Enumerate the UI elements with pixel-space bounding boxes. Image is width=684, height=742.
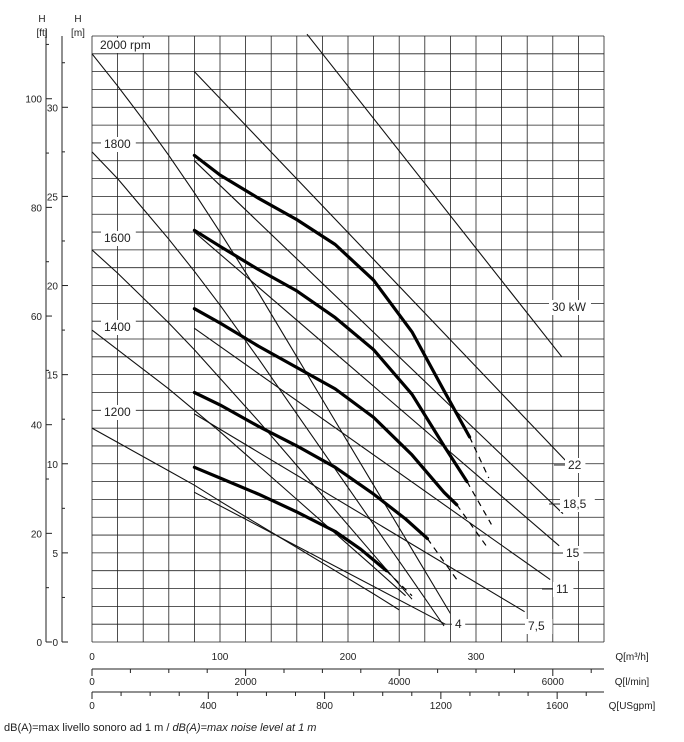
power-line <box>194 160 564 515</box>
power-line-label: 18,5 <box>563 497 587 511</box>
footnote-regular: dB(A)=max livello sonoro ad 1 m / <box>4 722 173 734</box>
axis-title-feet-unit: [ft] <box>36 28 47 39</box>
speed-curve <box>91 249 413 600</box>
speed-curve <box>91 427 400 611</box>
operating-curve-dashed-tail <box>426 538 458 580</box>
operating-curve-dashed-tail <box>385 570 413 597</box>
operating-curve-dashed-tail <box>466 481 492 525</box>
power-line-label-bg <box>452 617 466 632</box>
axis-title-meters-unit: [m] <box>71 28 85 39</box>
tick-label-feet: 60 <box>31 312 43 323</box>
tick-label-usgpm: 1200 <box>430 701 453 712</box>
tick-label-m3h: 300 <box>468 652 485 663</box>
power-line-label: 15 <box>566 546 580 560</box>
curve-labels: 2000 rpm 1800 1600 1400 1200 30 kW 22 18,5 15 11 7… <box>97 38 595 634</box>
speed-curve <box>91 151 445 627</box>
tick-label-lmin: 4000 <box>388 677 411 688</box>
tick-label-usgpm: 0 <box>89 701 95 712</box>
power-line-label-bg <box>553 582 574 597</box>
tick-label-m3h: 100 <box>212 652 229 663</box>
speed-curve-label-bg <box>101 231 136 246</box>
power-line-label-bg <box>549 300 591 315</box>
plot-grid <box>91 35 605 643</box>
speed-curve-label-bg <box>101 137 136 152</box>
operating-curve <box>192 228 469 484</box>
speed-curve-label: 1200 <box>104 405 131 419</box>
speed-curve-label-bg <box>101 320 136 335</box>
tick-label-m3h: 0 <box>89 652 95 663</box>
speed-curves <box>91 53 451 627</box>
tick-label-feet: 40 <box>31 421 43 432</box>
axis-title-usgpm: Q[USgpm] <box>609 701 656 712</box>
power-line <box>194 413 525 613</box>
operating-curve <box>192 307 459 507</box>
power-line-label: 7,5 <box>528 619 545 633</box>
tick-label-meters: 15 <box>47 371 59 382</box>
tick-label-feet: 20 <box>31 529 43 540</box>
speed-curve-label: 1400 <box>104 320 131 334</box>
power-line-label: 30 kW <box>552 300 587 314</box>
tick-label-meters: 10 <box>47 460 59 471</box>
tick-label-usgpm: 400 <box>200 701 217 712</box>
speed-curve-label: 1600 <box>104 231 131 245</box>
tick-label-usgpm: 1600 <box>546 701 569 712</box>
power-line-label: 11 <box>556 582 569 596</box>
axis-title-lmin: Q[l/min] <box>615 677 650 688</box>
tick-label-meters: 5 <box>52 549 58 560</box>
tick-label-feet: 0 <box>36 638 42 649</box>
power-line <box>194 327 551 581</box>
power-lines <box>194 33 573 625</box>
speed-curve-label: 1800 <box>104 137 131 151</box>
footnote: dB(A)=max livello sonoro ad 1 m / dB(A)=… <box>4 722 316 734</box>
speed-curve-label-bg <box>97 38 161 53</box>
tick-label-usgpm: 800 <box>316 701 333 712</box>
power-line-label-bg <box>560 497 595 512</box>
tick-label-feet: 100 <box>25 95 42 106</box>
tick-label-meters: 30 <box>47 103 59 114</box>
operating-curve-dashed-tail <box>469 436 490 479</box>
tick-label-lmin: 6000 <box>542 677 565 688</box>
footnote-italic: dB(A)=max noise level at 1 m <box>172 722 317 734</box>
speed-curve <box>91 53 451 614</box>
tick-label-meters: 25 <box>47 192 59 203</box>
operating-curve <box>192 153 472 439</box>
speed-curve <box>91 329 406 597</box>
tick-label-m3h: 200 <box>340 652 357 663</box>
power-line <box>194 231 560 547</box>
power-line-label-bg <box>565 458 586 473</box>
power-line <box>194 71 573 468</box>
power-line-label: 4 <box>455 617 462 631</box>
power-line-label-bg <box>563 546 584 561</box>
axis-title-m3h: Q[m³/h] <box>615 652 649 663</box>
power-line-label-bg <box>525 619 553 634</box>
tick-label-feet: 80 <box>31 203 43 214</box>
power-line <box>306 33 563 358</box>
speed-curve-label-bg <box>101 405 136 420</box>
tick-label-lmin: 0 <box>89 677 95 688</box>
power-line <box>194 491 446 625</box>
tick-label-lmin: 2000 <box>234 677 257 688</box>
tick-label-meters: 0 <box>52 638 58 649</box>
power-line-label: 22 <box>568 458 582 472</box>
tick-label-meters: 20 <box>47 282 59 293</box>
axis-title-meters-h: H <box>74 14 81 25</box>
operating-curve-dashed-tail <box>456 504 487 547</box>
speed-curve-label: 2000 rpm <box>100 38 151 52</box>
operating-curves <box>192 153 492 597</box>
operating-curve <box>192 465 388 573</box>
axis-title-feet-h: H <box>38 14 45 25</box>
operating-curve <box>192 390 429 541</box>
